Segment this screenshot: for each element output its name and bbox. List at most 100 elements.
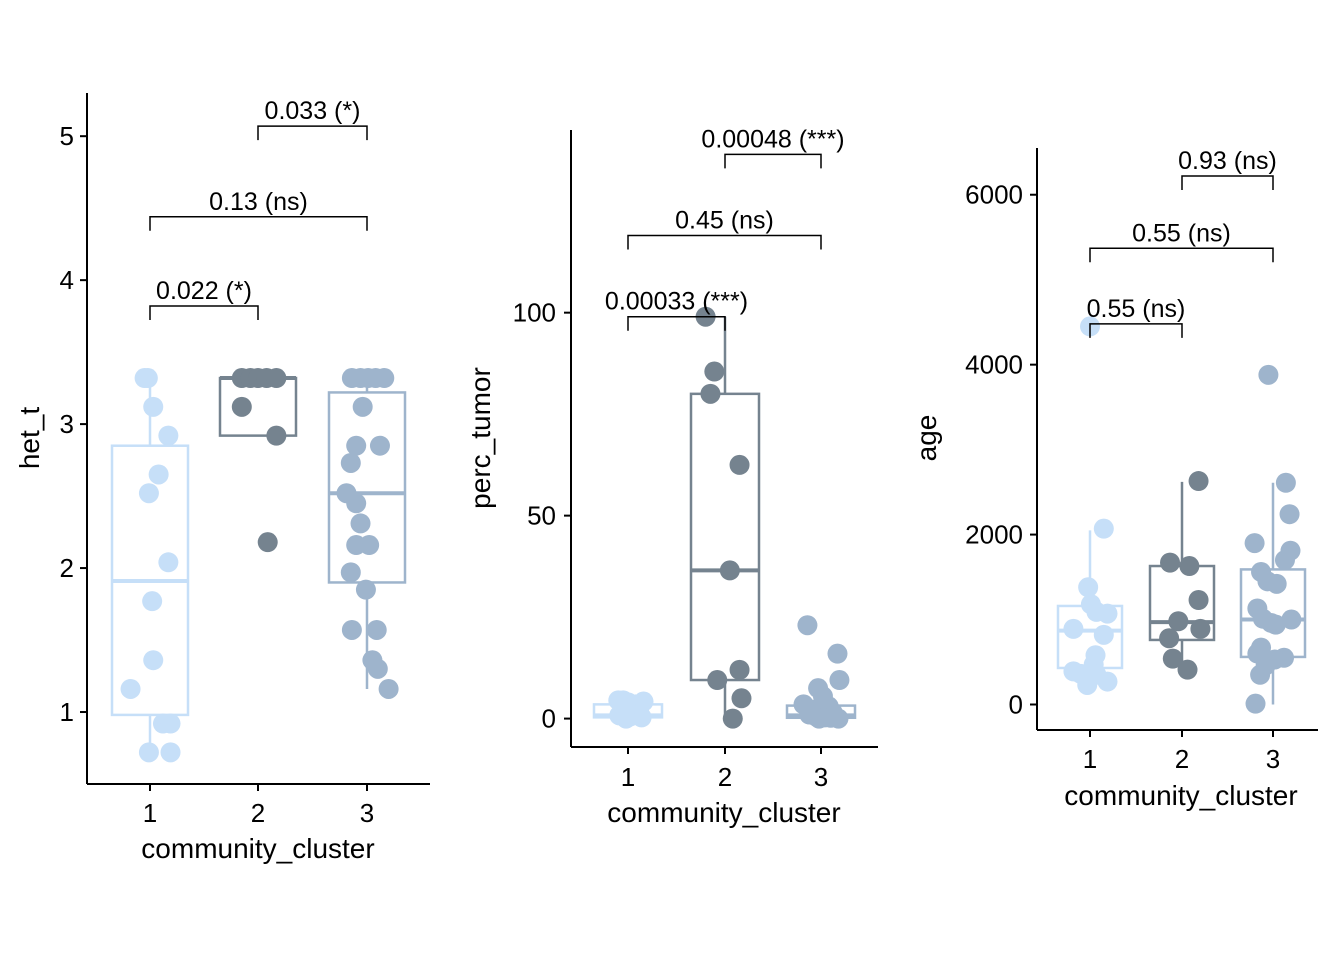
het-t-data-point [143, 396, 164, 417]
het-t-data-point [350, 513, 371, 534]
perc-tumor-x-tick-label: 3 [814, 762, 828, 792]
het-t-x-tick-label: 2 [251, 798, 265, 828]
age-comparison-label: 0.93 (ns) [1178, 147, 1277, 175]
perc-tumor-panel: 0 50 100 1 2 3 0.00033 (***) 0.45 (ns) 0.00048 (… [465, 125, 878, 828]
het-t-data-point [340, 452, 361, 473]
age-data-point [1177, 659, 1198, 680]
age-data-point [1274, 550, 1295, 571]
perc-tumor-comparison-bracket [627, 234, 822, 250]
age-x-tick-label: 3 [1266, 744, 1280, 774]
het-t-data-point [120, 678, 141, 699]
age-y-tick-label: 0 [1009, 690, 1023, 720]
perc-tumor-x-tick-label: 1 [621, 762, 635, 792]
perc-tumor-data-point [700, 383, 721, 404]
age-marks: 0 2000 4000 6000 1 2 3 0.55 (ns) 0.55 (ns) 0.93 (… [965, 147, 1318, 774]
age-data-point [1097, 671, 1118, 692]
perc-tumor-data-point [729, 659, 750, 680]
age-data-point [1188, 471, 1209, 492]
het-t-comparison-bracket [149, 216, 368, 231]
het-t-data-point [266, 368, 287, 389]
age-x-tick-label: 2 [1175, 744, 1189, 774]
perc-tumor-data-point [828, 708, 849, 729]
age-data-point [1093, 518, 1114, 539]
het-t-x-tick-label: 1 [143, 798, 157, 828]
het-t-data-point [346, 493, 367, 514]
het-t-data-point [158, 425, 179, 446]
age-data-point [1275, 472, 1296, 493]
het-t-marks: 1 2 3 4 5 1 2 3 0.022 (*) 0.13 (ns) 0.033 (*) [60, 93, 430, 828]
age-data-point [1188, 590, 1209, 611]
perc-tumor-data-point [722, 708, 743, 729]
het-t-data-point [266, 425, 287, 446]
age-x-axis-title: community_cluster [1064, 780, 1297, 811]
perc-tumor-comparison-label: 0.45 (ns) [675, 207, 774, 235]
perc-tumor-marks: 0 50 100 1 2 3 0.00033 (***) 0.45 (ns) 0.00048 (… [513, 125, 878, 792]
het-t-data-point [231, 396, 252, 417]
age-comparison-bracket [1089, 323, 1183, 338]
het-t-data-point [138, 742, 159, 763]
het-t-data-point [359, 535, 380, 556]
age-data-point [1244, 533, 1265, 554]
het-t-data-point [142, 591, 163, 612]
het-t-comparison-bracket [257, 125, 368, 141]
het-t-y-tick-label: 5 [60, 121, 74, 151]
het-t-data-point [257, 532, 278, 553]
het-t-comparison-bracket [149, 305, 259, 321]
age-data-point [1159, 628, 1180, 649]
perc-tumor-x-axis-title: community_cluster [607, 797, 840, 828]
het-t-data-point [158, 552, 179, 573]
perc-tumor-data-point [704, 361, 725, 382]
het-t-data-point [352, 396, 373, 417]
age-comparison-bracket [1089, 247, 1274, 263]
perc-tumor-comparison-bracket [627, 315, 726, 331]
age-y-tick-label: 2000 [965, 520, 1023, 550]
het-t-data-point [160, 742, 181, 763]
age-x-tick-label: 1 [1083, 744, 1097, 774]
age-data-point [1279, 504, 1300, 525]
het-t-data-point [160, 713, 181, 734]
perc-tumor-x-tick-label: 2 [718, 762, 732, 792]
age-data-point [1078, 577, 1099, 598]
het-t-data-point [378, 678, 399, 699]
age-data-point [1162, 648, 1183, 669]
het-t-comparison-label: 0.13 (ns) [209, 188, 308, 216]
age-data-point [1168, 611, 1189, 632]
perc-tumor-data-point [631, 707, 652, 728]
age-comparison-label: 0.55 (ns) [1087, 295, 1186, 323]
het-t-comparison-label: 0.022 (*) [156, 277, 252, 305]
perc-tumor-data-point [719, 560, 740, 581]
het-t-y-tick-label: 2 [60, 553, 74, 583]
het-t-data-point [138, 483, 159, 504]
age-data-point [1077, 674, 1098, 695]
het-t-data-point [355, 579, 376, 600]
het-t-y-axis-title: het_t [14, 407, 45, 469]
perc-tumor-y-tick-label: 100 [513, 298, 556, 328]
het-t-data-point [367, 658, 388, 679]
age-data-point [1266, 573, 1287, 594]
het-t-data-point [374, 368, 395, 389]
age-data-point [1097, 603, 1118, 624]
age-data-point [1179, 556, 1200, 577]
het-t-data-point [340, 562, 361, 583]
het-t-x-axis-title: community_cluster [141, 833, 374, 864]
het-t-data-point [366, 619, 387, 640]
perc-tumor-comparison-label: 0.00048 (***) [701, 125, 844, 153]
age-comparison-bracket [1181, 175, 1274, 191]
het-t-panel: 1 2 3 4 5 1 2 3 0.022 (*) 0.13 (ns) 0.033 (*) comm… [14, 93, 430, 864]
perc-tumor-data-point [829, 670, 850, 691]
het-t-data-point [143, 650, 164, 671]
age-y-tick-label: 6000 [965, 180, 1023, 210]
het-t-comparison-label: 0.033 (*) [265, 97, 361, 125]
perc-tumor-y-tick-label: 0 [542, 704, 556, 734]
age-data-point [1265, 614, 1286, 635]
perc-tumor-data-point [729, 454, 750, 475]
perc-tumor-y-axis-title: perc_tumor [465, 367, 496, 509]
age-data-point [1063, 618, 1084, 639]
age-data-point [1250, 664, 1271, 685]
het-t-x-tick-label: 3 [360, 798, 374, 828]
het-t-data-point [137, 368, 158, 389]
age-comparison-label: 0.55 (ns) [1132, 219, 1231, 247]
perc-tumor-data-point [616, 708, 637, 729]
